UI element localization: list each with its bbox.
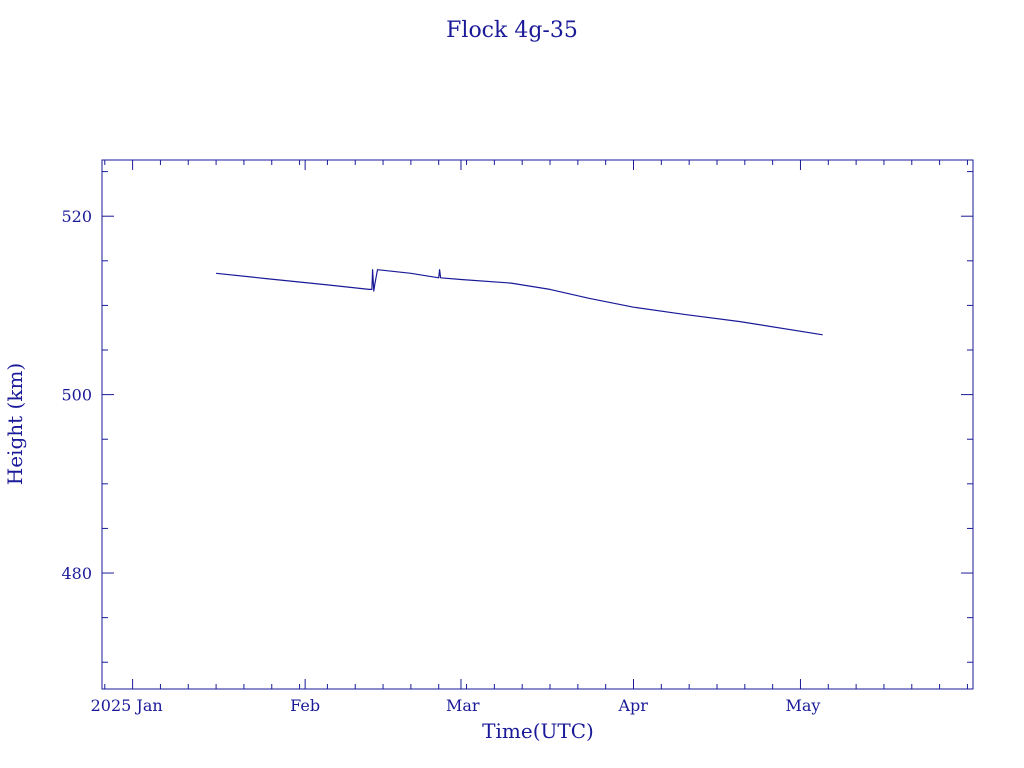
x-tick-label: Apr [618, 696, 649, 715]
tick-labels: 2025 Jan Feb Mar Apr May 480 500 520 [61, 207, 820, 715]
axis-ticks [102, 160, 973, 689]
x-axis-title: Time(UTC) [482, 719, 594, 743]
x-tick-label: 2025 Jan [91, 696, 163, 715]
x-tick-label: Feb [290, 696, 320, 715]
y-axis-title: Height (km) [3, 363, 27, 485]
y-tick-label: 520 [61, 207, 92, 226]
x-tick-label: Mar [446, 696, 480, 715]
plot-frame [101, 159, 974, 690]
chart-title: Flock 4g-35 [446, 18, 578, 43]
series-line [216, 269, 823, 336]
x-tick-label: May [785, 696, 820, 715]
y-tick-label: 480 [61, 564, 92, 583]
y-tick-label: 500 [61, 386, 92, 405]
